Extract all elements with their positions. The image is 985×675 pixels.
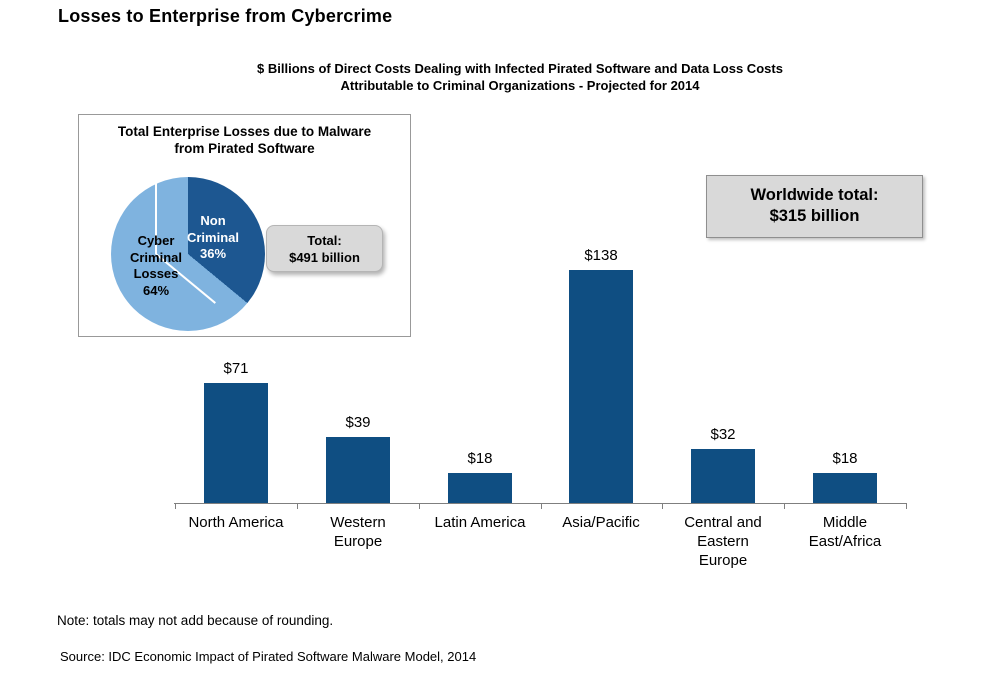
bar-5: [813, 473, 877, 503]
pie-label-cyber-criminal: Cyber Criminal Losses 64%: [129, 233, 182, 298]
category-label-4: Central and Eastern Europe: [684, 514, 762, 569]
chart-subtitle-line2: Attributable to Criminal Organizations -…: [340, 78, 700, 93]
category-label-5: Middle East/Africa: [808, 514, 882, 550]
bar-2: [448, 473, 512, 503]
pie-chart-title: Total Enterprise Losses due to Malware fr…: [117, 124, 372, 156]
category-label-1: Western Europe: [330, 514, 386, 550]
bar-value-label-5: $18: [832, 450, 858, 467]
axis-tick-4: [662, 503, 663, 509]
source-citation: Source: IDC Economic Impact of Pirated S…: [60, 649, 477, 664]
worldwide-total-callout: Worldwide total: $315 billion: [706, 175, 923, 238]
bar-value-label-3: $138: [584, 247, 618, 264]
pie-total-value: $491 billion: [289, 250, 360, 265]
axis-tick-0: [175, 503, 176, 509]
bar-value-label-0: $71: [223, 360, 249, 377]
category-label-3: Asia/Pacific: [562, 514, 640, 531]
bar-value-label-4: $32: [710, 426, 736, 443]
pie-label-non-criminal: Non Criminal 36%: [186, 213, 239, 261]
pie-total-label: Total:: [307, 233, 342, 248]
footnote: Note: totals may not add because of roun…: [57, 613, 334, 628]
chart-subtitle-line1: $ Billions of Direct Costs Dealing with …: [257, 61, 783, 76]
worldwide-total-label: Worldwide total:: [750, 186, 879, 204]
axis-tick-3: [541, 503, 542, 509]
bar-value-label-1: $39: [345, 414, 371, 431]
axis-tick-5: [784, 503, 785, 509]
pie-chart: [111, 177, 265, 331]
pie-total-callout: Total: $491 billion: [266, 225, 383, 272]
axis-tick-1: [297, 503, 298, 509]
bar-value-label-2: $18: [467, 450, 493, 467]
category-label-2: Latin America: [434, 514, 526, 531]
axis-tick-6: [906, 503, 907, 509]
category-label-0: North America: [188, 514, 284, 531]
bar-4: [691, 449, 755, 503]
axis-tick-2: [419, 503, 420, 509]
pie-inset-panel: Total Enterprise Losses due to Malware fr…: [78, 114, 411, 337]
pie-slice-divider: [155, 177, 157, 254]
page-title: Losses to Enterprise from Cybercrime: [58, 6, 393, 26]
worldwide-total-value: $315 billion: [769, 207, 860, 225]
x-axis-line: [174, 503, 907, 504]
chart-subtitle: $ Billions of Direct Costs Dealing with …: [120, 60, 920, 94]
bar-3: [569, 270, 633, 503]
bar-1: [326, 437, 390, 503]
bar-0: [204, 383, 268, 503]
bar-chart-plot-area: $71 $39 $18 $138 $32 $18: [175, 247, 906, 503]
